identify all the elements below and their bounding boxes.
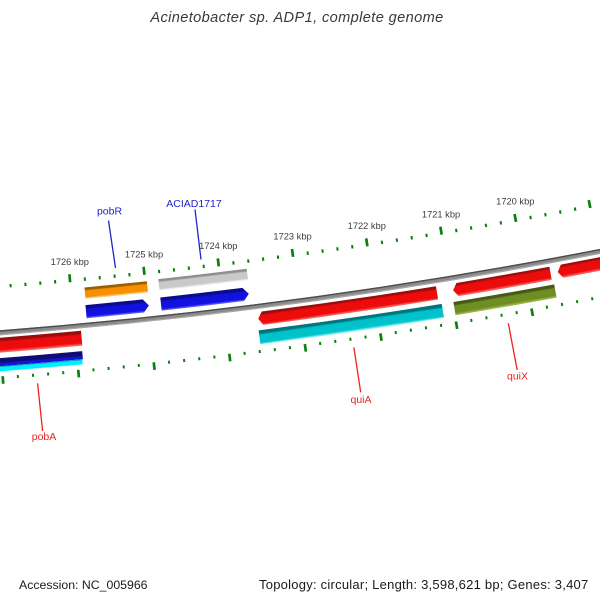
- svg-text:1724 kbp: 1724 kbp: [199, 241, 237, 251]
- svg-text:pobR: pobR: [97, 205, 123, 217]
- svg-text:pobA: pobA: [32, 431, 57, 443]
- svg-text:Topology: circular; Length: 3,: Topology: circular; Length: 3,598,621 bp…: [259, 577, 589, 592]
- svg-text:1725 kbp: 1725 kbp: [125, 249, 163, 259]
- svg-text:ACIAD1717: ACIAD1717: [166, 198, 222, 210]
- svg-text:quiX: quiX: [507, 371, 528, 383]
- svg-text:Accession: NC_005966: Accession: NC_005966: [19, 578, 148, 592]
- svg-text:1722 kbp: 1722 kbp: [348, 221, 386, 231]
- svg-text:1726 kbp: 1726 kbp: [51, 257, 89, 267]
- svg-text:1721 kbp: 1721 kbp: [422, 209, 460, 219]
- svg-text:1723 kbp: 1723 kbp: [273, 232, 311, 242]
- svg-text:quiA: quiA: [350, 394, 371, 406]
- svg-text:Acinetobacter sp. ADP1, comple: Acinetobacter sp. ADP1, complete genome: [149, 10, 443, 26]
- svg-text:1720 kbp: 1720 kbp: [496, 197, 534, 207]
